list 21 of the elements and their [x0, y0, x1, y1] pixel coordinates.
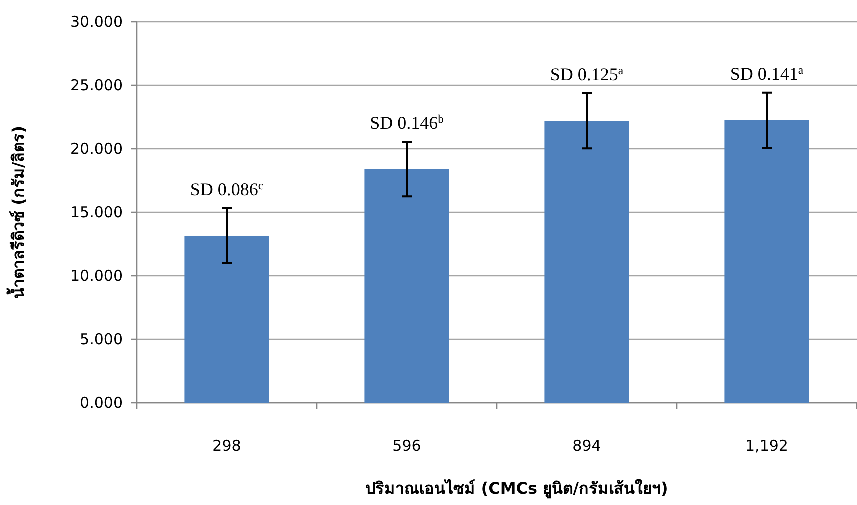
annotation: SD 0.125$^{a}$	[550, 64, 624, 84]
x-tick-label: 894	[572, 437, 602, 455]
y-tick-label: 25.000	[70, 76, 123, 94]
y-tick-label: 30.000	[70, 13, 123, 31]
bar	[184, 236, 270, 403]
x-axis-title: ปริมาณเอนไซม์ (CMCs ยูนิต/กรัมเส้นใยฯ)	[366, 479, 668, 500]
y-tick-label: 20.000	[70, 140, 123, 158]
y-axis-title: น้ำตาลรีดิวซ์ (กรัม/ลิตร)	[6, 126, 28, 300]
x-tick-label: 298	[212, 437, 242, 455]
y-tick-label: 0.000	[80, 394, 123, 412]
x-tick-label: 596	[392, 437, 422, 455]
annotation: SD 0.146$^{b}$	[370, 112, 444, 134]
y-tick-label: 5.000	[80, 330, 123, 348]
x-tick-label: 1,192	[746, 437, 788, 455]
bar	[544, 121, 630, 403]
bar	[364, 169, 450, 403]
annotation: SD 0.086$^{c}$	[190, 178, 264, 200]
bar	[724, 120, 810, 403]
y-tick-label: 10.000	[70, 267, 123, 285]
y-tick-label: 15.000	[70, 204, 123, 222]
annotation: SD 0.141$^{a}$	[730, 63, 804, 84]
